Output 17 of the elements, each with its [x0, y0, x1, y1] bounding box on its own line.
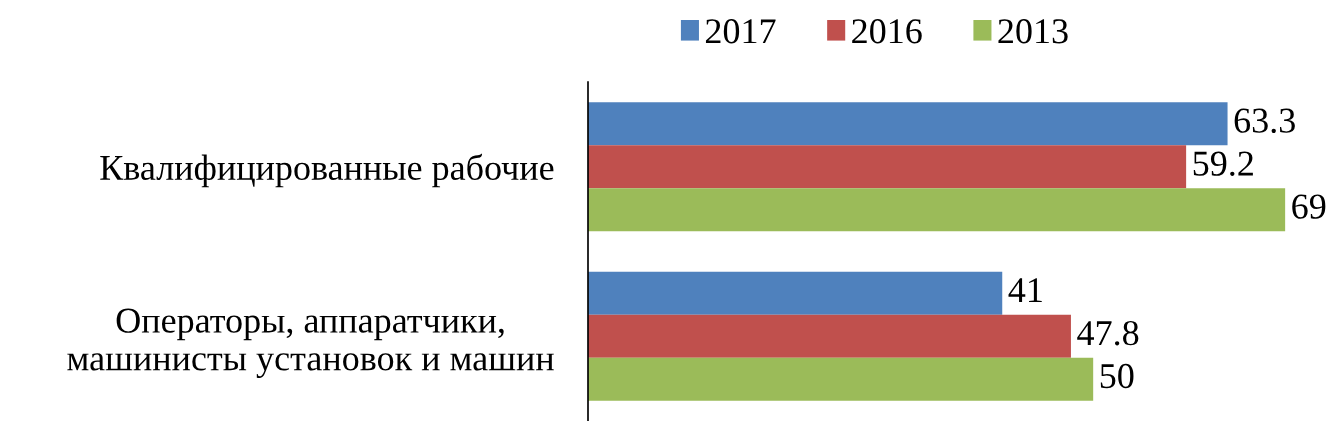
data-label: 59.2 [1193, 151, 1253, 176]
data-label: 41 [1008, 278, 1042, 302]
bar [588, 102, 1228, 146]
y-tick-label: Квалифицированные рабочие [100, 153, 554, 188]
data-label: 47.8 [1077, 320, 1139, 346]
legend-label: 2013 [998, 19, 1068, 44]
y-tick-label: Операторы, аппаратчики, машинисты установок и машин [67, 308, 554, 379]
legend-label: 2017 [705, 19, 776, 44]
data-label: 50 [1100, 363, 1134, 389]
bar [588, 314, 1071, 358]
bar [588, 188, 1286, 232]
bar [588, 271, 1003, 315]
data-label: 63.3 [1234, 108, 1295, 134]
data-label: 69 [1292, 194, 1326, 219]
bar [588, 357, 1094, 401]
legend-label: 2016 [852, 19, 922, 44]
bar [588, 145, 1187, 189]
